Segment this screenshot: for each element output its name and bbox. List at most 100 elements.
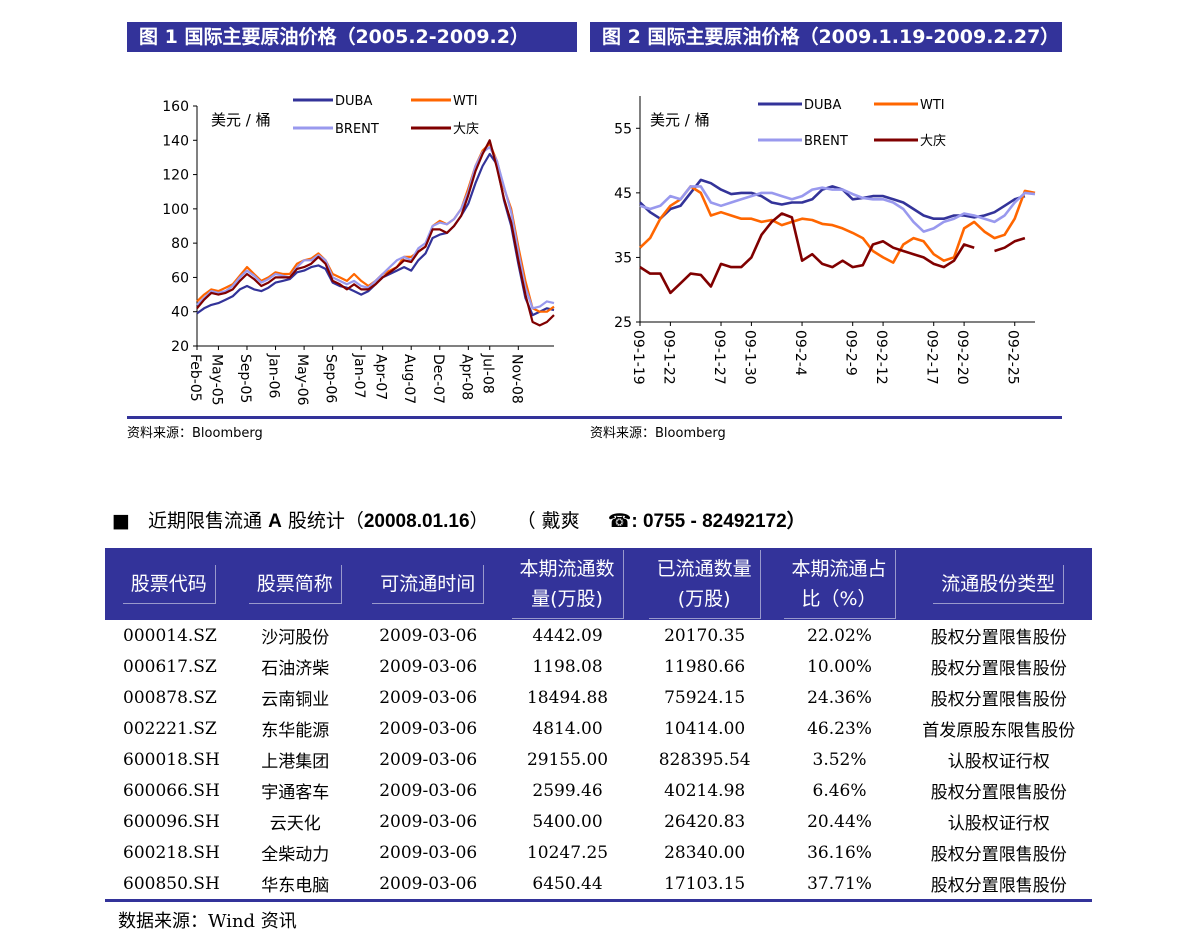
x-tick-label: 09-1-19 — [630, 330, 646, 385]
x-tick-label: Dec-07 — [430, 354, 446, 404]
section-author: （ 戴爽 — [516, 510, 580, 532]
column-header: 本期流通数 量(万股) — [499, 548, 636, 620]
table-source: 数据来源：Wind 资讯 — [118, 911, 297, 932]
table-cell: 20.44% — [807, 811, 872, 832]
figure2-title: 图 2 国际主要原油价格（2009.1.19-2009.2.27） — [590, 22, 1062, 52]
table-row: 000878.SZ 云南铜业 2009-03-06 18494.88 75924.15 2… — [105, 682, 1092, 713]
table-cell: 2009-03-06 — [379, 842, 478, 863]
restricted-shares-table: 股票代码 股票简称 可流通时间 本期流通数 量(万股) 已流通数量 (万股) 本期流通占 比（%… — [105, 548, 1092, 902]
column-header-line: 股票简称 — [256, 572, 333, 595]
table-cell: 000014.SZ — [123, 625, 217, 646]
table-cell: 4814.00 — [532, 718, 603, 739]
y-tick-label: 45 — [614, 186, 632, 202]
x-tick-label: Feb-05 — [187, 354, 203, 402]
legend-label: BRENT — [335, 122, 379, 137]
y-tick-label: 80 — [171, 236, 189, 252]
legend-label: DUBA — [804, 98, 841, 113]
table-cell: 6450.44 — [499, 868, 636, 902]
column-header-line: 本期流通占 — [791, 557, 887, 580]
x-tick-label: Aug-07 — [401, 354, 417, 404]
y-tick-label: 100 — [162, 202, 189, 218]
x-tick-label: Sep-06 — [323, 354, 339, 403]
table-cell: 600066.SH — [123, 780, 220, 801]
x-tick-label: 09-2-25 — [1005, 330, 1021, 385]
table-cell: 24.36% — [807, 687, 872, 708]
table-row: 600850.SH 华东电脑 2009-03-06 6450.44 17103.15 37… — [105, 868, 1092, 902]
table-cell: 2009-03-06 — [379, 749, 478, 770]
column-header: 流通股份类型 — [906, 548, 1092, 620]
table-cell: 46.23% — [807, 718, 872, 739]
x-tick-label: 09-2-4 — [792, 330, 808, 376]
table-cell: 2009-03-06 — [379, 656, 478, 677]
table-cell: 22.02% — [807, 625, 872, 646]
table-cell: 2009-03-06 — [379, 780, 478, 801]
table-cell: 37.71% — [773, 868, 906, 902]
table-cell: 2009-03-06 — [379, 687, 478, 708]
series-line-2 — [639, 185, 1036, 264]
table-cell: 600018.SH — [123, 749, 220, 770]
table-cell: 10414.00 — [664, 718, 746, 739]
column-header-label: 可流通时间 — [372, 564, 485, 604]
column-header-line: 流通股份类型 — [941, 572, 1056, 595]
table-cell: 云南铜业 — [261, 690, 330, 710]
table-cell: 2009-03-06 — [379, 718, 478, 739]
table-cell: 002221.SZ — [123, 718, 217, 739]
x-tick-label: 09-2-20 — [954, 330, 970, 385]
table-row: 600066.SH 宇通客车 2009-03-06 2599.46 40214.98 6.… — [105, 775, 1092, 806]
y-tick-label: 60 — [171, 270, 189, 286]
table-cell: 600218.SH — [123, 842, 220, 863]
section-title-b: A — [268, 511, 282, 532]
legend-label: 大庆 — [453, 122, 479, 137]
column-header-label: 本期流通占比（%） — [783, 549, 896, 619]
table-cell: 000878.SZ — [123, 687, 217, 708]
y-tick-label: 120 — [162, 168, 189, 184]
legend-label: BRENT — [804, 134, 848, 149]
table-cell: 18494.88 — [526, 687, 609, 708]
column-header: 本期流通占比（%） — [774, 548, 906, 620]
table-cell: 000617.SZ — [123, 656, 217, 677]
table-row: 002221.SZ 东华能源 2009-03-06 4814.00 10414.00 46… — [105, 713, 1092, 744]
column-header: 可流通时间 — [357, 548, 499, 620]
column-header-line: 比（%） — [801, 587, 877, 610]
table-cell: 石油济柴 — [261, 659, 330, 679]
column-header-line: 已流通数量 — [656, 557, 752, 580]
x-tick-label: 09-1-22 — [660, 330, 676, 385]
table-cell: 6.46% — [812, 780, 867, 801]
phone-icon: ☎ — [607, 510, 632, 532]
table-cell: 全柴动力 — [261, 845, 330, 865]
series-line-4 — [639, 212, 1026, 295]
x-tick-label: May-05 — [208, 354, 224, 406]
x-tick-label: Jan-06 — [266, 353, 282, 399]
bullet-icon: ■ — [112, 510, 130, 532]
table-cell: 认股权证行权 — [947, 752, 1050, 772]
figure1-title: 图 1 国际主要原油价格（2005.2-2009.2） — [127, 22, 577, 52]
table-cell: 5400.00 — [532, 811, 603, 832]
section-title-d: ） — [469, 510, 489, 532]
legend-label: WTI — [920, 98, 945, 113]
section-heading: ■ 近期限售流通 A 股统计（20008.01.16） （ 戴爽 ☎: 0755… — [112, 506, 806, 533]
column-header-line: 可流通时间 — [380, 572, 476, 595]
table-cell: 2009-03-06 — [379, 811, 478, 832]
legend-label: DUBA — [335, 94, 372, 109]
table-cell: 首发原股东限售股份 — [922, 721, 1076, 741]
table-cell: 828395.54 — [658, 749, 751, 770]
table-cell: 11980.66 — [664, 656, 746, 677]
column-header-line: 本期流通数 — [519, 557, 615, 580]
table-row: 000617.SZ 石油济柴 2009-03-06 1198.08 11980.66 10… — [105, 651, 1092, 682]
table-cell: 600096.SH — [123, 811, 220, 832]
table-cell: 股权分置限售股份 — [930, 628, 1067, 648]
section-title-c: 股统计（ — [287, 510, 364, 532]
table-cell: 宇通客车 — [261, 783, 330, 803]
table-cell: 东华能源 — [261, 721, 330, 741]
column-header: 已流通数量 (万股) — [636, 548, 774, 620]
table-cell: 600850.SH — [105, 868, 234, 902]
unit-label: 美元 / 桶 — [211, 111, 271, 129]
table-cell: 上港集团 — [261, 752, 330, 772]
table-row: 600096.SH 云天化 2009-03-06 5400.00 26420.83 20.… — [105, 806, 1092, 837]
table-cell: 1198.08 — [532, 656, 603, 677]
x-tick-label: 09-2-17 — [924, 330, 940, 385]
figure1-source: 资料来源：Bloomberg — [127, 426, 263, 441]
table-body: 000014.SZ 沙河股份 2009-03-06 4442.09 20170.35 22… — [105, 620, 1092, 902]
